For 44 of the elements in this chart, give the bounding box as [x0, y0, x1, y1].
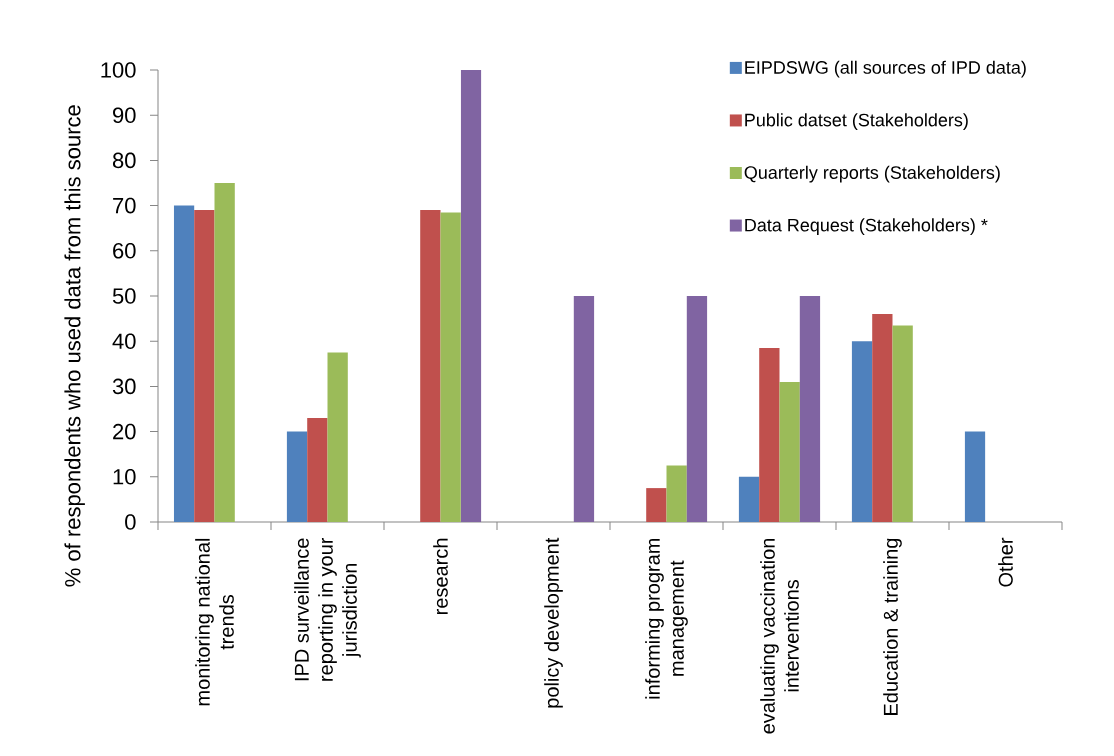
bar — [799, 296, 821, 522]
y-tick-label: 10 — [113, 469, 136, 485]
y-tick-label: 90 — [113, 107, 136, 123]
bar — [686, 296, 708, 522]
x-tick-label: Other — [998, 537, 1013, 587]
x-tick-label: monitoring national trends — [195, 538, 234, 706]
y-tick-label: 70 — [113, 197, 136, 214]
bar — [872, 314, 893, 522]
bar — [194, 210, 215, 522]
x-tick-label: research — [433, 538, 448, 615]
y-tick-label: 60 — [113, 243, 136, 259]
y-tick-label: 30 — [112, 378, 136, 395]
bar — [327, 352, 348, 522]
y-tick-label: 50 — [112, 288, 136, 304]
x-tick-label: evaluating vaccination interventions — [760, 538, 799, 734]
x-tick-label: informing program management — [645, 538, 688, 699]
x-tick-label: Education & training — [883, 538, 902, 715]
bar — [307, 418, 328, 522]
legend-label: Quarterly reports (Stakeholders) — [744, 165, 1000, 183]
y-tick-label: 20 — [113, 423, 136, 440]
bar — [892, 325, 913, 522]
bar — [286, 431, 308, 522]
bar — [759, 347, 780, 522]
bar — [214, 183, 235, 522]
y-tick-label: 80 — [112, 152, 136, 169]
bar — [738, 476, 760, 522]
legend-label: Public datset (Stakeholders) — [745, 113, 968, 130]
bar — [173, 205, 195, 522]
x-tick-label: policy development — [544, 537, 563, 708]
bar — [666, 465, 687, 522]
bar — [851, 341, 873, 522]
y-axis-title: % of respondents who used data from this source — [64, 105, 85, 587]
bar — [964, 431, 986, 522]
bar — [460, 70, 482, 522]
bar — [440, 212, 461, 522]
bar — [779, 381, 800, 522]
legend-label: EIPDSWG (all sources of IPD data) — [745, 60, 1026, 78]
y-tick-label: 40 — [112, 333, 136, 349]
bar — [646, 488, 667, 522]
bar — [420, 210, 441, 522]
y-tick-label: 100 — [101, 62, 136, 78]
bar — [573, 296, 595, 522]
legend-label: Data Request (Stakeholders) * — [745, 218, 988, 236]
y-tick-label: 0 — [125, 514, 136, 530]
